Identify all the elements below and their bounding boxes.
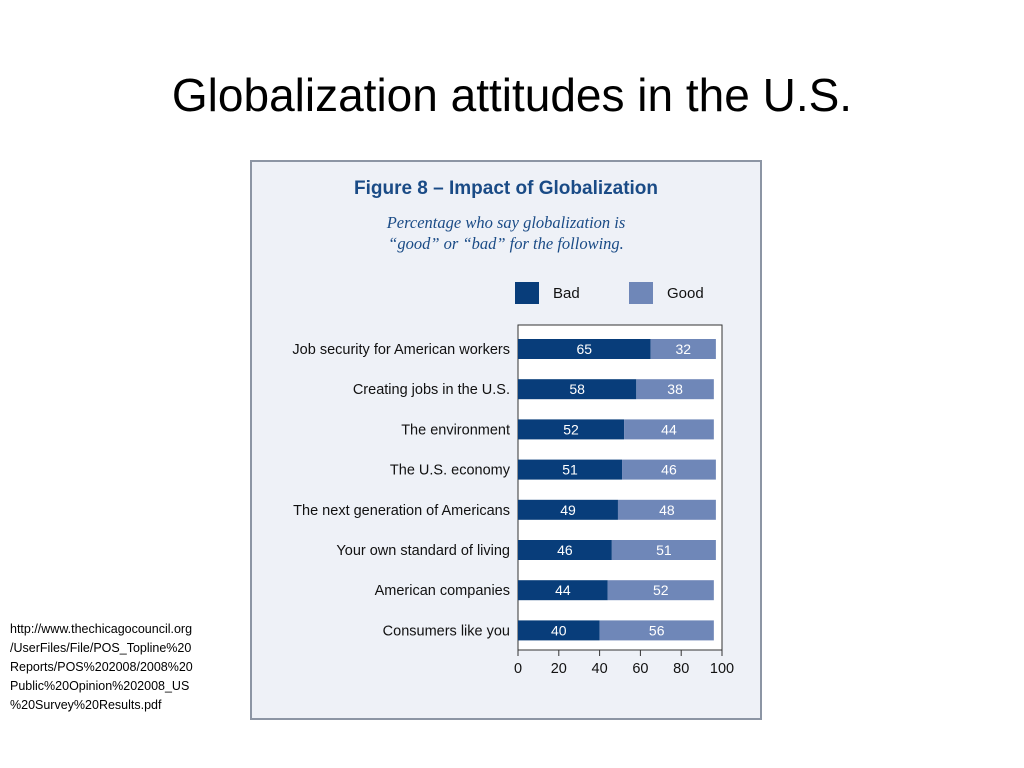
data-label-good: 52: [653, 582, 669, 598]
bar-good: [624, 419, 714, 440]
legend-swatch-good: [629, 282, 653, 304]
category-label: Consumers like you: [383, 623, 510, 639]
category-label: The environment: [401, 422, 510, 438]
bar-good: [650, 339, 716, 359]
x-tick-label: 20: [551, 661, 567, 677]
data-label-good: 44: [661, 421, 677, 437]
data-label-good: 32: [675, 341, 691, 357]
bar-bad: [518, 379, 637, 400]
bar-good: [607, 580, 714, 601]
category-label: Your own standard of living: [336, 543, 510, 559]
legend-swatch-bad: [515, 282, 539, 304]
chart-figure-panel: Figure 8 – Impact of Globalization Perce…: [250, 160, 762, 720]
data-label-good: 51: [656, 542, 672, 558]
bar-good: [611, 540, 716, 560]
x-tick-label: 40: [592, 661, 608, 677]
bar-good: [622, 459, 716, 480]
bar-bad: [518, 580, 608, 601]
slide-title: Globalization attitudes in the U.S.: [171, 69, 853, 121]
bar-good: [636, 379, 714, 400]
source-url-text[interactable]: http://www.thechicagocouncil.org /UserFi…: [10, 622, 193, 712]
bar-bad: [518, 540, 612, 560]
bar-good: [617, 499, 716, 520]
bar-bad: [518, 620, 600, 641]
data-label-bad: 40: [551, 622, 567, 638]
category-label: American companies: [375, 583, 510, 599]
x-tick-label: 80: [673, 661, 689, 677]
x-tick-label: 60: [632, 661, 648, 677]
data-label-bad: 44: [555, 582, 571, 598]
data-label-good: 56: [649, 622, 665, 638]
x-tick-label: 0: [514, 661, 522, 677]
data-label-good: 38: [667, 381, 683, 397]
data-label-good: 48: [659, 502, 675, 518]
bar-chart: Job security for American workers 65 32 Cre…: [292, 324, 734, 677]
bar-bad: [518, 499, 618, 520]
data-label-good: 46: [661, 462, 677, 478]
legend-label-bad: Bad: [553, 284, 580, 302]
bar-bad: [518, 419, 625, 440]
x-tick-label: 100: [710, 661, 734, 677]
data-label-bad: 49: [560, 502, 576, 518]
data-label-bad: 58: [569, 381, 585, 397]
data-label-bad: 65: [577, 341, 593, 357]
category-label: Creating jobs in the U.S.: [353, 382, 510, 398]
category-label: The next generation of Americans: [293, 503, 510, 519]
chart-title: Figure 8 – Impact of Globalization: [353, 178, 659, 199]
data-label-bad: 46: [557, 542, 573, 558]
bar-good: [599, 620, 714, 641]
bar-bad: [518, 339, 651, 359]
category-label: The U.S. economy: [390, 463, 511, 479]
bar-bad: [518, 459, 623, 480]
chart-subtitle: Percentage who say globalization is “goo…: [386, 213, 626, 253]
data-label-bad: 52: [563, 421, 579, 437]
data-label-bad: 51: [562, 462, 578, 478]
legend-item-good: Good: [629, 282, 704, 304]
plot-area: [517, 324, 723, 651]
legend-label-good: Good: [667, 284, 704, 302]
category-label: Job security for American workers: [292, 342, 510, 358]
legend-item-bad: Bad: [515, 282, 580, 304]
